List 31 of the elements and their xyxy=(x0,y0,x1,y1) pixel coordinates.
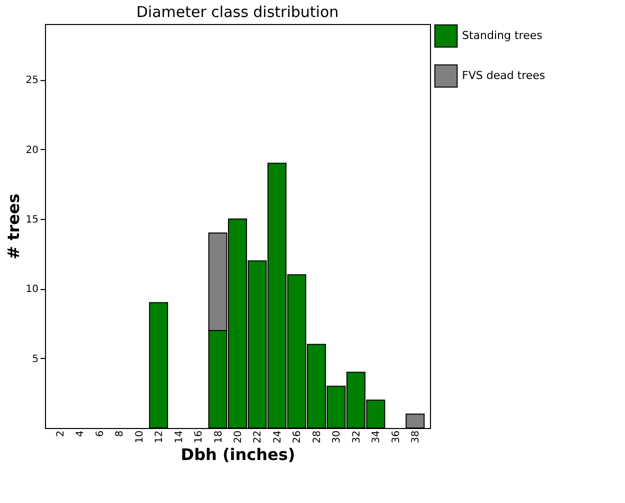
x-tick-label: 22 xyxy=(252,430,264,444)
x-tick-label: 16 xyxy=(194,430,205,444)
bar xyxy=(406,414,425,428)
x-tick-label: 38 xyxy=(410,430,422,444)
x-tick-label: 26 xyxy=(292,430,304,444)
x-tick-label: 12 xyxy=(154,430,166,444)
x-tick-label: 24 xyxy=(272,430,284,444)
x-tick-label: 14 xyxy=(174,430,185,444)
y-axis-title: # trees xyxy=(4,194,23,260)
chart-title: Diameter class distribution xyxy=(136,3,339,21)
x-tick-label: 2 xyxy=(55,430,66,437)
y-tick-label: 25 xyxy=(26,75,38,86)
y-tick-label: 15 xyxy=(26,214,38,226)
x-tick-label: 32 xyxy=(351,430,362,444)
y-tick-label: 5 xyxy=(32,354,38,365)
y-tick-label: 10 xyxy=(26,284,38,296)
x-tick-label: 30 xyxy=(332,430,343,444)
x-tick-label: 18 xyxy=(213,430,224,444)
bar xyxy=(149,302,168,428)
x-tick-label: 20 xyxy=(233,430,244,444)
x-tick-label: 10 xyxy=(134,430,146,444)
x-tick-label: 34 xyxy=(371,430,382,444)
x-tick-label: 4 xyxy=(75,430,86,437)
legend-label: FVS dead trees xyxy=(462,69,546,82)
x-tick-label: 6 xyxy=(94,430,106,437)
x-tick-label: 36 xyxy=(390,430,402,444)
legend-label: Standing trees xyxy=(462,29,543,42)
y-tick-label: 20 xyxy=(26,144,38,156)
x-axis-title: Dbh (inches) xyxy=(180,445,296,464)
x-tick-label: 8 xyxy=(114,430,126,437)
x-tick-label: 28 xyxy=(312,430,323,444)
